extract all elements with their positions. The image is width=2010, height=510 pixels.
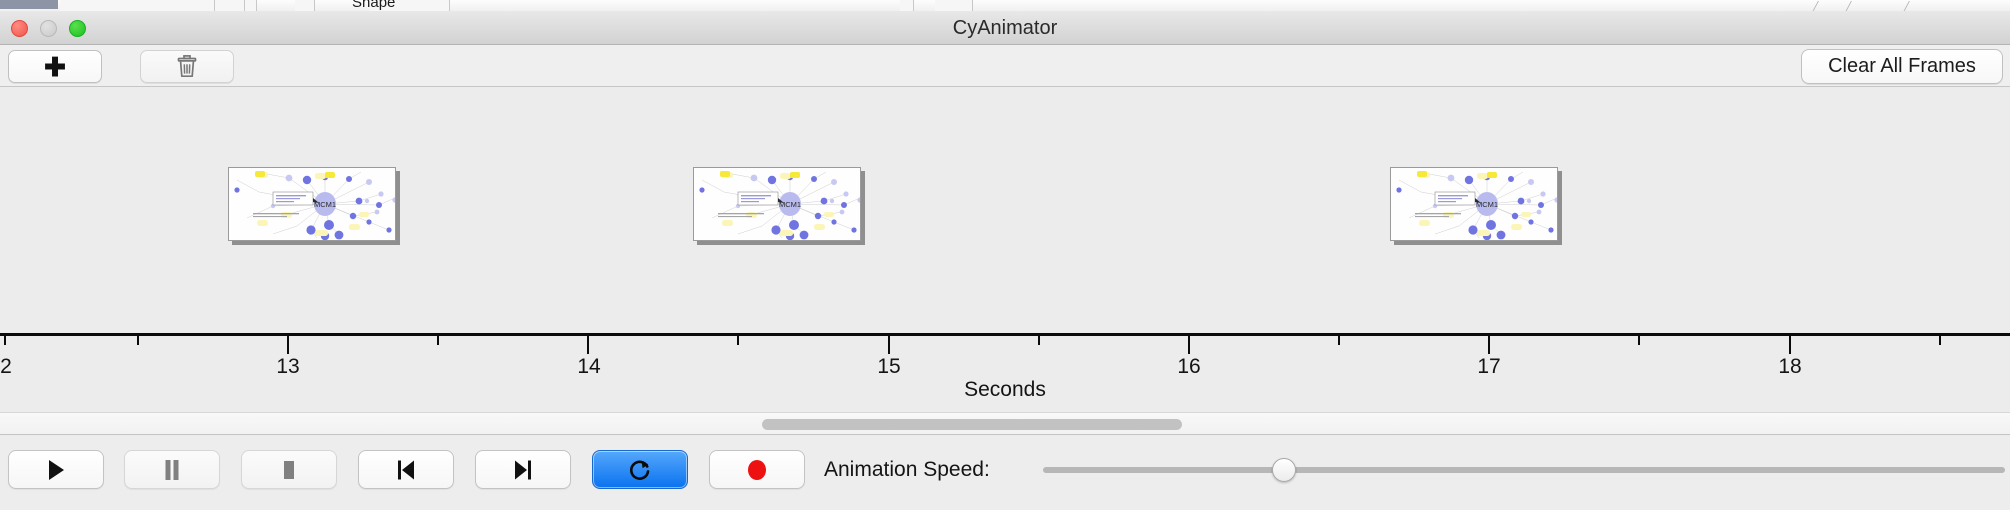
add-frame-button[interactable]: ✚ xyxy=(8,50,102,83)
background-divider-3 xyxy=(1903,1,1910,11)
animation-speed-slider[interactable] xyxy=(1043,467,2005,473)
timeline-ruler[interactable]: 2 13 14 15 16 17 18 xyxy=(0,333,2010,378)
ruler-tick-major xyxy=(587,336,589,354)
trash-icon xyxy=(177,55,197,78)
skip-back-icon xyxy=(398,460,414,479)
play-icon xyxy=(49,459,64,480)
background-window-label: Shape xyxy=(352,0,396,11)
background-tab-6 xyxy=(900,0,914,11)
ruler-label: 2 xyxy=(0,355,12,378)
pause-icon xyxy=(165,459,179,480)
background-tab-4 xyxy=(295,0,315,11)
title-bar[interactable]: CyAnimator xyxy=(0,11,2010,45)
ruler-tick-major xyxy=(1488,336,1490,354)
frame-thumbnail-1[interactable]: MCM1 xyxy=(228,167,400,245)
svg-text:MCM1: MCM1 xyxy=(779,200,801,209)
background-divider-2 xyxy=(1845,1,1852,11)
thumbnail-image: MCM1 xyxy=(693,167,861,241)
stop-button[interactable] xyxy=(241,450,337,489)
ruler-tick-major xyxy=(1789,336,1791,354)
clear-all-frames-label: Clear All Frames xyxy=(1828,55,1976,77)
animation-speed-label: Animation Speed: xyxy=(824,458,990,481)
ruler-baseline xyxy=(0,333,2010,336)
minimize-window-icon[interactable] xyxy=(40,20,57,37)
background-tab-2 xyxy=(215,0,245,11)
ruler-tick-minor xyxy=(437,336,439,345)
background-tab-7 xyxy=(935,0,973,11)
record-icon xyxy=(748,459,766,480)
ruler-tick-minor xyxy=(137,336,139,345)
window-title: CyAnimator xyxy=(952,17,1058,39)
zoom-window-icon[interactable] xyxy=(69,20,86,37)
svg-text:MCM1: MCM1 xyxy=(1476,200,1498,209)
background-window-titlebar-accent xyxy=(0,0,58,9)
svg-text:MCM1: MCM1 xyxy=(314,200,336,209)
clear-all-frames-button[interactable]: Clear All Frames xyxy=(1801,49,2003,84)
play-button[interactable] xyxy=(8,450,104,489)
loop-button[interactable] xyxy=(592,450,688,489)
ruler-label: 16 xyxy=(1177,355,1201,378)
animation-speed-slider-thumb[interactable] xyxy=(1272,458,1296,482)
plus-icon: ✚ xyxy=(44,51,66,82)
toolbar: ✚ Clear All Frames xyxy=(0,45,2010,87)
thumbnail-image: MCM1 xyxy=(1390,167,1558,241)
ruler-tick-minor xyxy=(1939,336,1941,345)
ruler-label: 17 xyxy=(1477,355,1501,378)
background-window-strip: Shape xyxy=(0,0,2010,11)
ruler-label: 13 xyxy=(276,355,300,378)
network-graph-icon: MCM1 xyxy=(1396,171,1557,240)
playback-control-bar: Animation Speed: xyxy=(0,436,2010,510)
ruler-tick-minor xyxy=(737,336,739,345)
network-graph-icon: MCM1 xyxy=(699,171,860,240)
ruler-label: 14 xyxy=(577,355,601,378)
stop-icon xyxy=(284,460,294,479)
network-graph-icon: MCM1 xyxy=(234,171,395,240)
traffic-light-group xyxy=(11,20,86,37)
background-tab-3 xyxy=(245,0,257,11)
ruler-tick-minor xyxy=(1338,336,1340,345)
ruler-tick-major xyxy=(888,336,890,354)
ruler-tick-major xyxy=(287,336,289,354)
ruler-label: 15 xyxy=(877,355,901,378)
ruler-tick-minor xyxy=(1638,336,1640,345)
record-button[interactable] xyxy=(709,450,805,489)
background-divider-1 xyxy=(1812,1,1819,11)
thumbnail-image: MCM1 xyxy=(228,167,396,241)
ruler-tick-minor xyxy=(1038,336,1040,345)
pause-button[interactable] xyxy=(124,450,220,489)
skip-forward-icon xyxy=(515,460,531,479)
loop-icon xyxy=(630,460,650,480)
background-tab-1 xyxy=(60,0,215,11)
timeline-horizontal-scrollbar[interactable] xyxy=(0,412,2010,435)
axis-title-seconds: Seconds xyxy=(964,378,1046,401)
ruler-label: 18 xyxy=(1778,355,1802,378)
delete-frame-button[interactable] xyxy=(140,50,234,83)
skip-forward-button[interactable] xyxy=(475,450,571,489)
close-window-icon[interactable] xyxy=(11,20,28,37)
ruler-tick-major xyxy=(1188,336,1190,354)
scrollbar-thumb[interactable] xyxy=(762,419,1182,430)
skip-back-button[interactable] xyxy=(358,450,454,489)
background-tab-5 xyxy=(370,0,450,11)
ruler-tick-minor xyxy=(4,336,6,345)
timeline-panel[interactable]: MCM1 xyxy=(0,87,2010,412)
frame-thumbnail-3[interactable]: MCM1 xyxy=(1390,167,1562,245)
frame-thumbnail-2[interactable]: MCM1 xyxy=(693,167,865,245)
